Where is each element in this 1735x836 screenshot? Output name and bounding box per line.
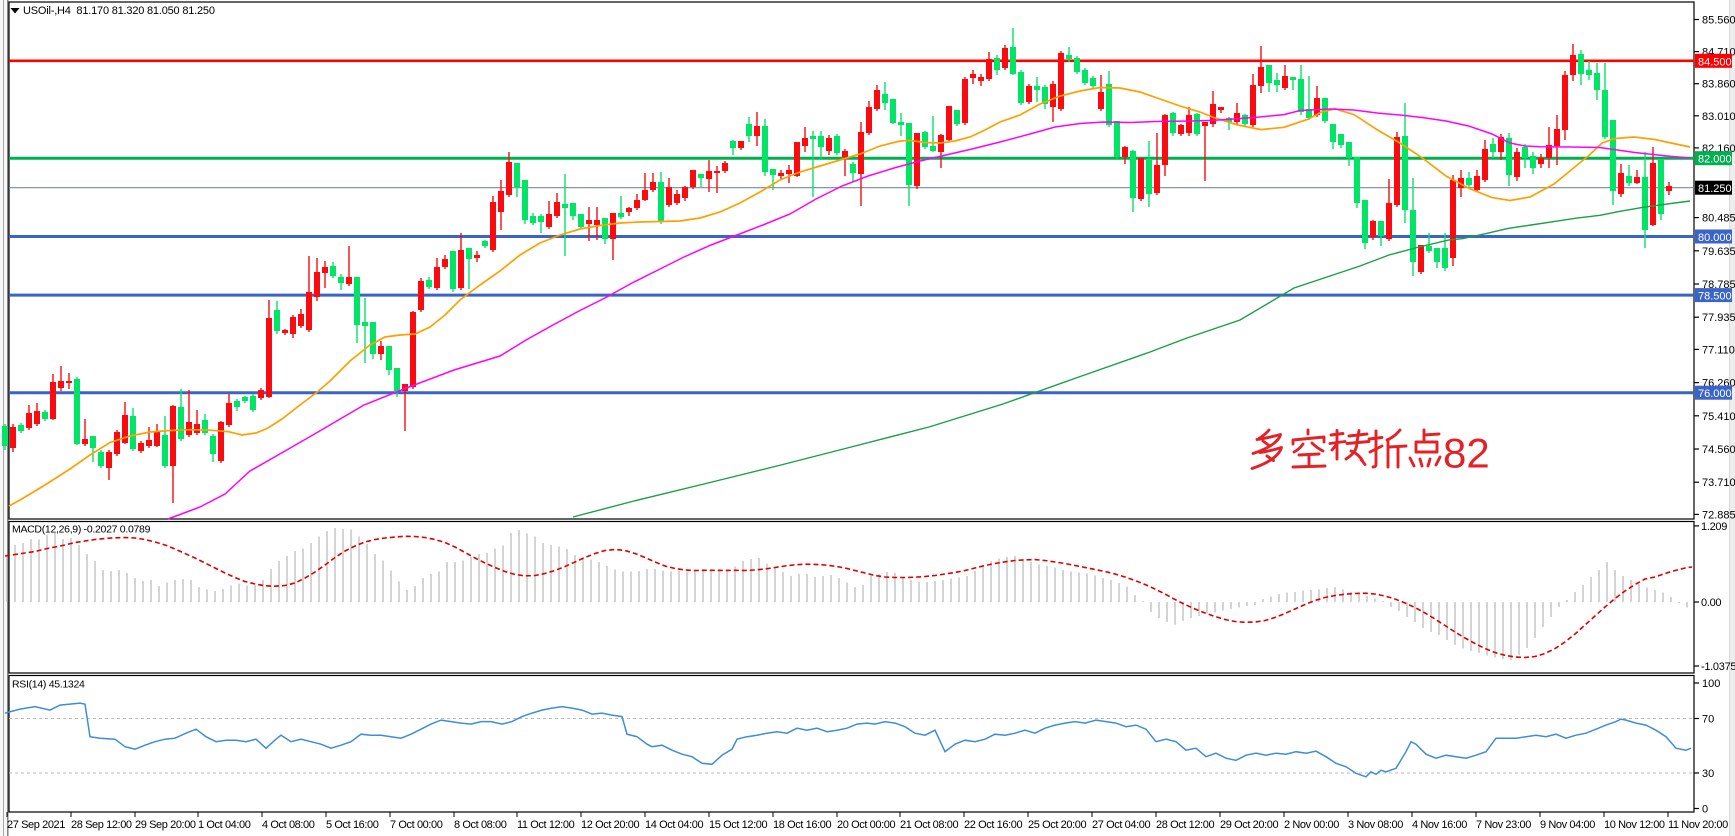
svg-text:0.00: 0.00 (1701, 597, 1721, 609)
svg-text:81.250: 81.250 (1698, 183, 1732, 195)
svg-text:82: 82 (1443, 430, 1490, 477)
svg-text:1 Oct 04:00: 1 Oct 04:00 (198, 819, 251, 831)
svg-text:75.410: 75.410 (1702, 411, 1735, 423)
svg-text:1.209: 1.209 (1701, 521, 1727, 533)
svg-text:11 Oct 12:00: 11 Oct 12:00 (517, 819, 575, 831)
svg-text:30: 30 (1702, 768, 1714, 780)
svg-text:79.635: 79.635 (1702, 246, 1735, 258)
svg-text:10 Nov 12:00: 10 Nov 12:00 (1604, 819, 1665, 831)
svg-text:29 Oct 20:00: 29 Oct 20:00 (1220, 819, 1278, 831)
svg-text:27 Sep 2021: 27 Sep 2021 (7, 819, 65, 831)
svg-text:83.860: 83.860 (1702, 79, 1735, 91)
svg-text:77.935: 77.935 (1702, 312, 1735, 324)
svg-text:80.485: 80.485 (1702, 213, 1735, 225)
svg-text:70: 70 (1702, 714, 1714, 726)
svg-text:78.785: 78.785 (1702, 279, 1735, 291)
svg-text:100: 100 (1702, 678, 1720, 690)
svg-text:76.000: 76.000 (1698, 388, 1732, 400)
svg-text:MACD(12,26,9) -0.2027 0.0789: MACD(12,26,9) -0.2027 0.0789 (12, 524, 151, 536)
svg-text:22 Oct 16:00: 22 Oct 16:00 (964, 819, 1022, 831)
svg-text:4 Nov 16:00: 4 Nov 16:00 (1412, 819, 1467, 831)
svg-text:25 Oct 20:00: 25 Oct 20:00 (1028, 819, 1086, 831)
svg-text:77.110: 77.110 (1702, 344, 1735, 356)
svg-text:8 Oct 08:00: 8 Oct 08:00 (454, 819, 507, 831)
svg-text:28 Oct 12:00: 28 Oct 12:00 (1156, 819, 1214, 831)
svg-text:18 Oct 16:00: 18 Oct 16:00 (773, 819, 831, 831)
svg-text:11 Nov 20:00: 11 Nov 20:00 (1668, 819, 1728, 831)
svg-text:4 Oct 08:00: 4 Oct 08:00 (262, 819, 315, 831)
svg-text:80.000: 80.000 (1698, 232, 1732, 244)
svg-text:7 Nov 23:00: 7 Nov 23:00 (1476, 819, 1531, 831)
svg-text:78.500: 78.500 (1698, 291, 1732, 303)
svg-text:3 Nov 08:00: 3 Nov 08:00 (1348, 819, 1403, 831)
svg-text:73.710: 73.710 (1702, 477, 1735, 489)
svg-text:83.010: 83.010 (1702, 111, 1735, 123)
svg-text:USOil-,H4 81.170 81.320 81.05: USOil-,H4 81.170 81.320 81.050 81.250 (23, 5, 215, 17)
svg-text:21 Oct 08:00: 21 Oct 08:00 (900, 819, 958, 831)
svg-text:28 Sep 12:00: 28 Sep 12:00 (71, 819, 132, 831)
svg-text:2 Nov 00:00: 2 Nov 00:00 (1284, 819, 1339, 831)
svg-text:20 Oct 00:00: 20 Oct 00:00 (837, 819, 895, 831)
svg-text:RSI(14) 45.1324: RSI(14) 45.1324 (12, 679, 85, 691)
svg-text:14 Oct 04:00: 14 Oct 04:00 (645, 819, 703, 831)
svg-text:72.885: 72.885 (1702, 509, 1735, 521)
svg-text:15 Oct 12:00: 15 Oct 12:00 (709, 819, 767, 831)
svg-text:7 Oct 00:00: 7 Oct 00:00 (390, 819, 443, 831)
svg-text:12 Oct 20:00: 12 Oct 20:00 (581, 819, 639, 831)
svg-text:0: 0 (1702, 804, 1708, 816)
svg-text:5 Oct 16:00: 5 Oct 16:00 (326, 819, 379, 831)
svg-text:29 Sep 20:00: 29 Sep 20:00 (135, 819, 196, 831)
svg-text:27 Oct 04:00: 27 Oct 04:00 (1092, 819, 1150, 831)
svg-text:84.500: 84.500 (1698, 56, 1732, 68)
svg-text:82.000: 82.000 (1698, 154, 1732, 166)
svg-text:-1.0375: -1.0375 (1701, 661, 1735, 673)
svg-text:85.560: 85.560 (1702, 15, 1735, 27)
svg-text:74.560: 74.560 (1702, 444, 1735, 456)
svg-text:9 Nov 04:00: 9 Nov 04:00 (1540, 819, 1595, 831)
